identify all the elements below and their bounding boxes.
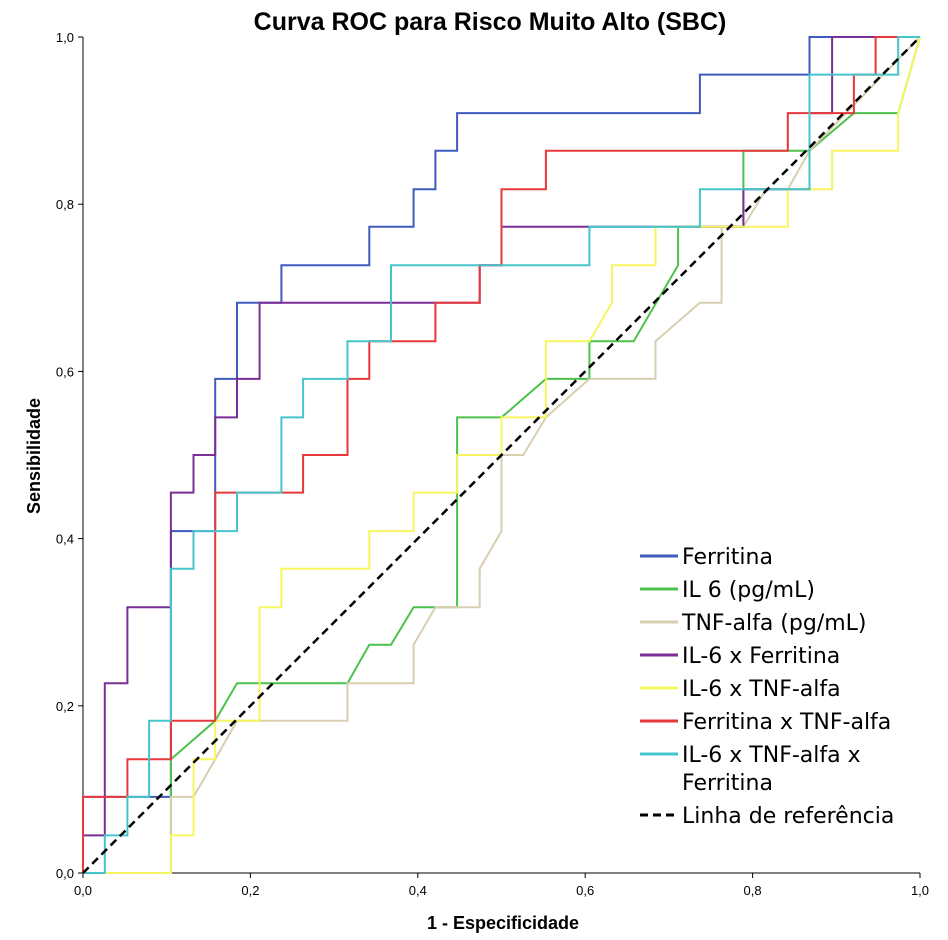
x-tick-label: 0,2 [241, 883, 259, 898]
x-axis-label: 1 - Especificidade [427, 913, 579, 933]
axes: 0,0 0,2 0,4 0,6 0,8 1,0 0,0 0,2 0,4 0,6 0,8 1,0 [56, 30, 929, 898]
x-tick-label: 0,6 [576, 883, 594, 898]
legend-label: IL-6 x TNF-alfa x [682, 743, 861, 768]
y-tick-label: 0,8 [56, 197, 74, 212]
legend-label: IL-6 x TNF-alfa [682, 677, 841, 702]
plot-lines [82, 36, 921, 874]
y-tick-label: 0,6 [56, 364, 74, 379]
y-tick-label: 1,0 [56, 30, 74, 45]
legend-label: Ferritina x TNF-alfa [682, 710, 891, 735]
series-line-il-6-x-tnf-alfa-x-ferritina [83, 36, 920, 874]
legend-label: IL-6 x Ferritina [682, 644, 840, 669]
x-tick-label: 1,0 [911, 883, 929, 898]
y-axis-label: Sensibilidade [24, 398, 44, 514]
legend-label: Ferritina [682, 771, 773, 796]
x-tick-label: 0,0 [74, 883, 92, 898]
y-tick-label: 0,2 [56, 699, 74, 714]
legend-label: Linha de referência [682, 804, 894, 829]
x-tick-label: 0,8 [744, 883, 762, 898]
legend-label: IL 6 (pg/mL) [682, 578, 815, 603]
chart-title: Curva ROC para Risco Muito Alto (SBC) [254, 8, 727, 36]
legend-label: Ferritina [682, 545, 773, 570]
x-tick-label: 0,4 [409, 883, 427, 898]
legend: Ferritina IL 6 (pg/mL) TNF-alfa (pg/mL) IL-… [640, 545, 894, 829]
series-line-il-6-x-tnf-alfa [83, 36, 921, 874]
y-tick-label: 0,0 [56, 866, 74, 881]
legend-label: TNF-alfa (pg/mL) [681, 611, 867, 636]
y-tick-label: 0,4 [56, 532, 74, 547]
series-line-linha-de-referencia [82, 36, 921, 874]
